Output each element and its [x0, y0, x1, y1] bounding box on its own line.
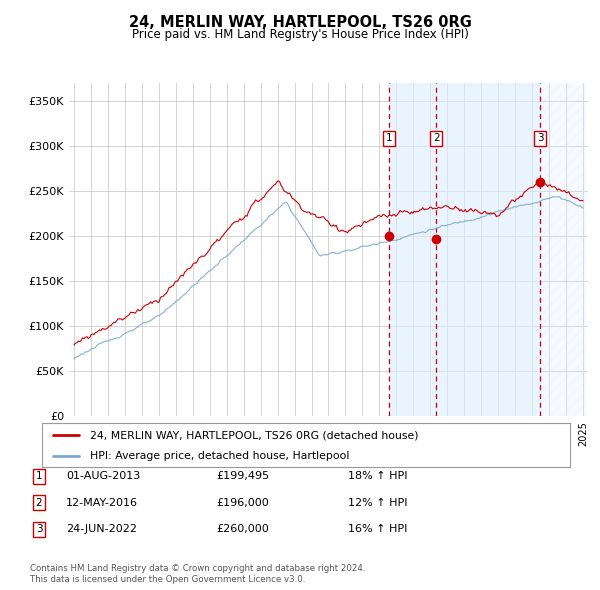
Text: Price paid vs. HM Land Registry's House Price Index (HPI): Price paid vs. HM Land Registry's House … — [131, 28, 469, 41]
Text: This data is licensed under the Open Government Licence v3.0.: This data is licensed under the Open Gov… — [30, 575, 305, 584]
Text: 01-AUG-2013: 01-AUG-2013 — [66, 471, 140, 481]
Text: 24-JUN-2022: 24-JUN-2022 — [66, 525, 137, 534]
Bar — [389, 83, 436, 416]
Text: £260,000: £260,000 — [216, 525, 269, 534]
Text: 3: 3 — [35, 525, 43, 534]
Text: 18% ↑ HPI: 18% ↑ HPI — [348, 471, 407, 481]
Text: £196,000: £196,000 — [216, 498, 269, 507]
Text: 12-MAY-2016: 12-MAY-2016 — [66, 498, 138, 507]
Text: 2: 2 — [35, 498, 43, 507]
Text: £199,495: £199,495 — [216, 471, 269, 481]
Text: 12% ↑ HPI: 12% ↑ HPI — [348, 498, 407, 507]
Text: 1: 1 — [35, 471, 43, 481]
Bar — [540, 83, 586, 416]
Text: 16% ↑ HPI: 16% ↑ HPI — [348, 525, 407, 534]
Text: Contains HM Land Registry data © Crown copyright and database right 2024.: Contains HM Land Registry data © Crown c… — [30, 565, 365, 573]
Text: 24, MERLIN WAY, HARTLEPOOL, TS26 0RG (detached house): 24, MERLIN WAY, HARTLEPOOL, TS26 0RG (de… — [89, 431, 418, 440]
Text: HPI: Average price, detached house, Hartlepool: HPI: Average price, detached house, Hart… — [89, 451, 349, 461]
Text: 3: 3 — [537, 133, 544, 143]
Bar — [436, 83, 540, 416]
Text: 1: 1 — [386, 133, 392, 143]
Text: 2: 2 — [433, 133, 440, 143]
Text: 24, MERLIN WAY, HARTLEPOOL, TS26 0RG: 24, MERLIN WAY, HARTLEPOOL, TS26 0RG — [128, 15, 472, 30]
